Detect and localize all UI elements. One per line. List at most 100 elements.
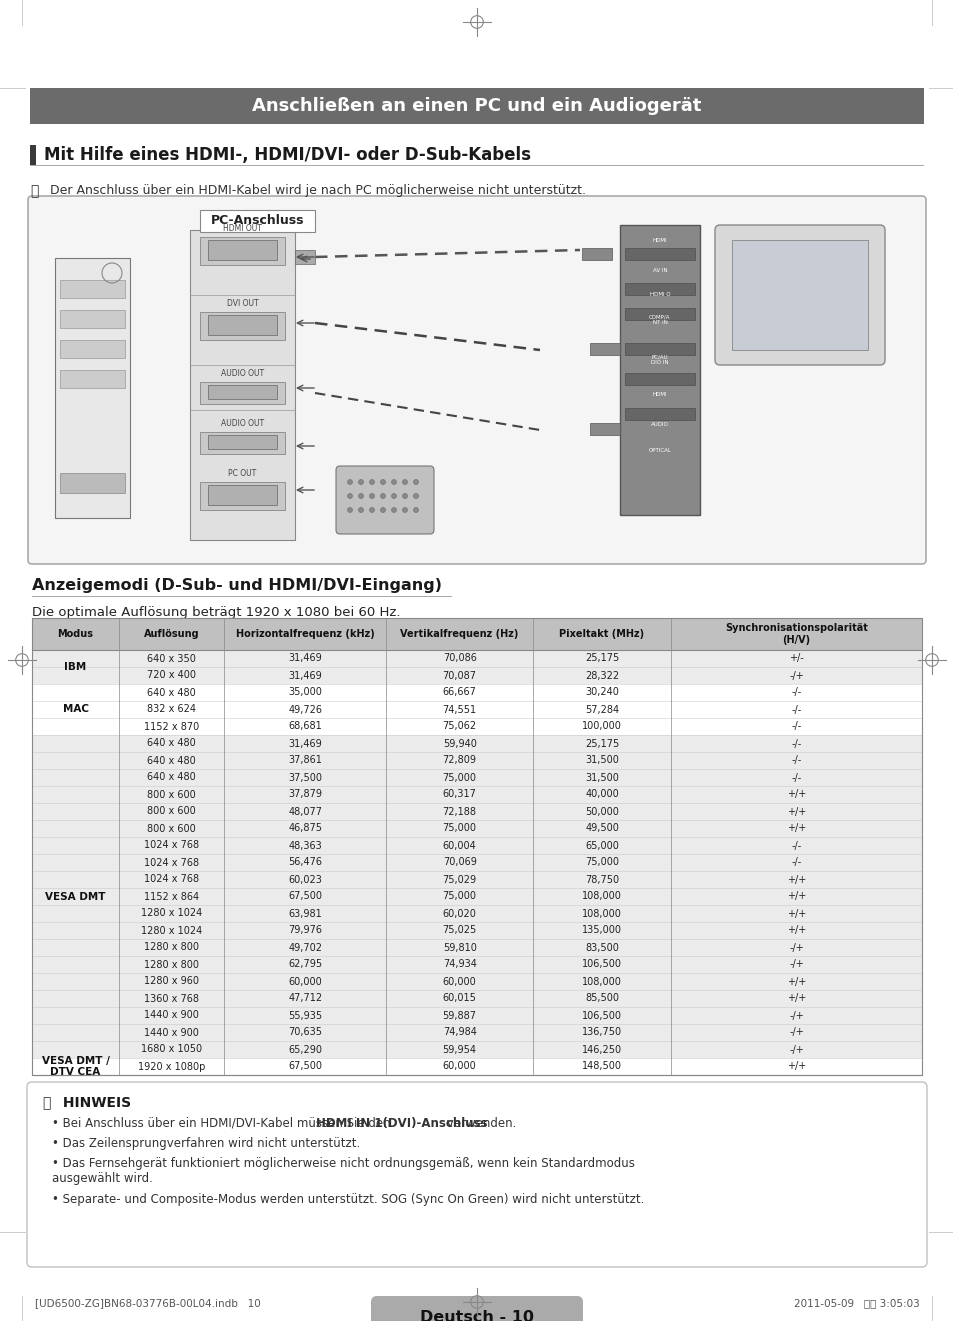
Text: 2011-05-09   오후 3:05:03: 2011-05-09 오후 3:05:03 [794, 1299, 919, 1308]
Text: ⑂: ⑂ [42, 1096, 51, 1110]
Text: 31,500: 31,500 [584, 756, 618, 765]
Text: -/+: -/+ [788, 1045, 803, 1054]
Text: 70,086: 70,086 [442, 654, 476, 663]
Bar [32, 820, 921, 838]
Bar [589, 423, 619, 435]
Text: [UD6500-ZG]BN68-03776B-00L04.indb   10: [UD6500-ZG]BN68-03776B-00L04.indb 10 [35, 1299, 260, 1308]
Bar [589, 343, 619, 355]
Bar [32, 684, 921, 701]
Bar [32, 871, 921, 888]
Text: 1280 x 800: 1280 x 800 [144, 942, 199, 952]
Bar [200, 482, 285, 510]
Bar [32, 667, 921, 684]
Text: • Bei Anschluss über ein HDMI/DVI-Kabel müssen Sie den: • Bei Anschluss über ein HDMI/DVI-Kabel … [52, 1118, 394, 1129]
Text: 65,000: 65,000 [584, 840, 618, 851]
Text: +/+: +/+ [786, 976, 805, 987]
Text: 1360 x 768: 1360 x 768 [144, 993, 199, 1004]
Text: 800 x 600: 800 x 600 [147, 790, 196, 799]
Text: HDMI OUT: HDMI OUT [223, 225, 262, 232]
Text: Anzeigemodi (D-Sub- und HDMI/DVI-Eingang): Anzeigemodi (D-Sub- und HDMI/DVI-Eingang… [32, 579, 441, 593]
Bar [32, 905, 921, 922]
Text: VESA DMT: VESA DMT [46, 892, 106, 901]
Bar [32, 786, 921, 803]
Bar [32, 618, 921, 1075]
Bar [60, 280, 125, 299]
Text: 55,935: 55,935 [288, 1011, 322, 1021]
Text: VESA DMT /
DTV CEA: VESA DMT / DTV CEA [42, 1055, 110, 1078]
Circle shape [402, 494, 407, 498]
Text: 1024 x 768: 1024 x 768 [144, 840, 199, 851]
Circle shape [402, 507, 407, 513]
Text: +/+: +/+ [786, 823, 805, 834]
Text: 49,500: 49,500 [584, 823, 618, 834]
Text: 74,551: 74,551 [442, 704, 476, 715]
Circle shape [380, 494, 385, 498]
Text: +/+: +/+ [786, 875, 805, 885]
Text: HDMI: HDMI [652, 392, 666, 398]
Text: • Das Zeilensprungverfahren wird nicht unterstützt.: • Das Zeilensprungverfahren wird nicht u… [52, 1137, 360, 1151]
Text: 68,681: 68,681 [288, 721, 322, 732]
Bar [624, 343, 695, 355]
Text: 47,712: 47,712 [288, 993, 322, 1004]
Text: 146,250: 146,250 [581, 1045, 621, 1054]
Text: 59,810: 59,810 [442, 942, 476, 952]
Text: 25,175: 25,175 [584, 654, 618, 663]
Text: 640 x 480: 640 x 480 [147, 773, 196, 782]
Text: 1280 x 1024: 1280 x 1024 [141, 926, 202, 935]
Text: Mit Hilfe eines HDMI-, HDMI/DVI- oder D-Sub-Kabels: Mit Hilfe eines HDMI-, HDMI/DVI- oder D-… [44, 147, 531, 164]
Text: 59,954: 59,954 [442, 1045, 476, 1054]
Text: Der Anschluss über ein HDMI-Kabel wird je nach PC möglicherweise nicht unterstüt: Der Anschluss über ein HDMI-Kabel wird j… [46, 184, 585, 197]
Text: AUDIO: AUDIO [650, 423, 668, 428]
Text: Anschließen an einen PC und ein Audiogerät: Anschließen an einen PC und ein Audioger… [252, 96, 701, 115]
Bar [32, 803, 921, 820]
Text: 83,500: 83,500 [584, 942, 618, 952]
Text: 75,000: 75,000 [442, 892, 476, 901]
Circle shape [369, 494, 375, 498]
Text: +/+: +/+ [786, 892, 805, 901]
Bar [581, 248, 612, 260]
Text: +/+: +/+ [786, 926, 805, 935]
Text: ⑂: ⑂ [30, 184, 38, 198]
Circle shape [391, 480, 396, 485]
Text: -/-: -/- [791, 738, 801, 749]
Bar [32, 1024, 921, 1041]
Text: 85,500: 85,500 [584, 993, 618, 1004]
Text: 74,984: 74,984 [442, 1028, 476, 1037]
FancyBboxPatch shape [27, 1082, 926, 1267]
Text: 60,000: 60,000 [288, 976, 322, 987]
Text: 50,000: 50,000 [584, 807, 618, 816]
Bar [32, 1007, 921, 1024]
Text: 48,077: 48,077 [288, 807, 322, 816]
Bar [32, 956, 921, 974]
Text: OPTICAL: OPTICAL [648, 448, 671, 453]
Bar [200, 312, 285, 339]
Text: 70,069: 70,069 [442, 857, 476, 868]
Text: Pixeltakt (MHz): Pixeltakt (MHz) [558, 629, 644, 639]
Bar [60, 339, 125, 358]
Bar [32, 596, 452, 597]
Text: 72,809: 72,809 [442, 756, 476, 765]
Text: 74,934: 74,934 [442, 959, 476, 970]
Text: -/-: -/- [791, 721, 801, 732]
Bar [294, 250, 314, 264]
Text: 37,861: 37,861 [288, 756, 322, 765]
Text: 37,879: 37,879 [288, 790, 322, 799]
Bar [208, 485, 276, 505]
Bar [32, 701, 921, 719]
Text: -/+: -/+ [788, 959, 803, 970]
Text: 37,500: 37,500 [288, 773, 322, 782]
Text: AUDIO OUT: AUDIO OUT [221, 419, 264, 428]
Text: 75,000: 75,000 [442, 823, 476, 834]
Text: +/+: +/+ [786, 807, 805, 816]
Circle shape [358, 480, 363, 485]
Text: Modus: Modus [57, 629, 93, 639]
Text: +/+: +/+ [786, 993, 805, 1004]
Bar [30, 145, 36, 165]
Circle shape [413, 507, 418, 513]
Text: HINWEIS: HINWEIS [58, 1096, 131, 1110]
Text: 46,875: 46,875 [288, 823, 322, 834]
Bar [32, 752, 921, 769]
Text: -/+: -/+ [788, 942, 803, 952]
Bar [200, 382, 285, 404]
Text: Vertikalfrequenz (Hz): Vertikalfrequenz (Hz) [400, 629, 518, 639]
